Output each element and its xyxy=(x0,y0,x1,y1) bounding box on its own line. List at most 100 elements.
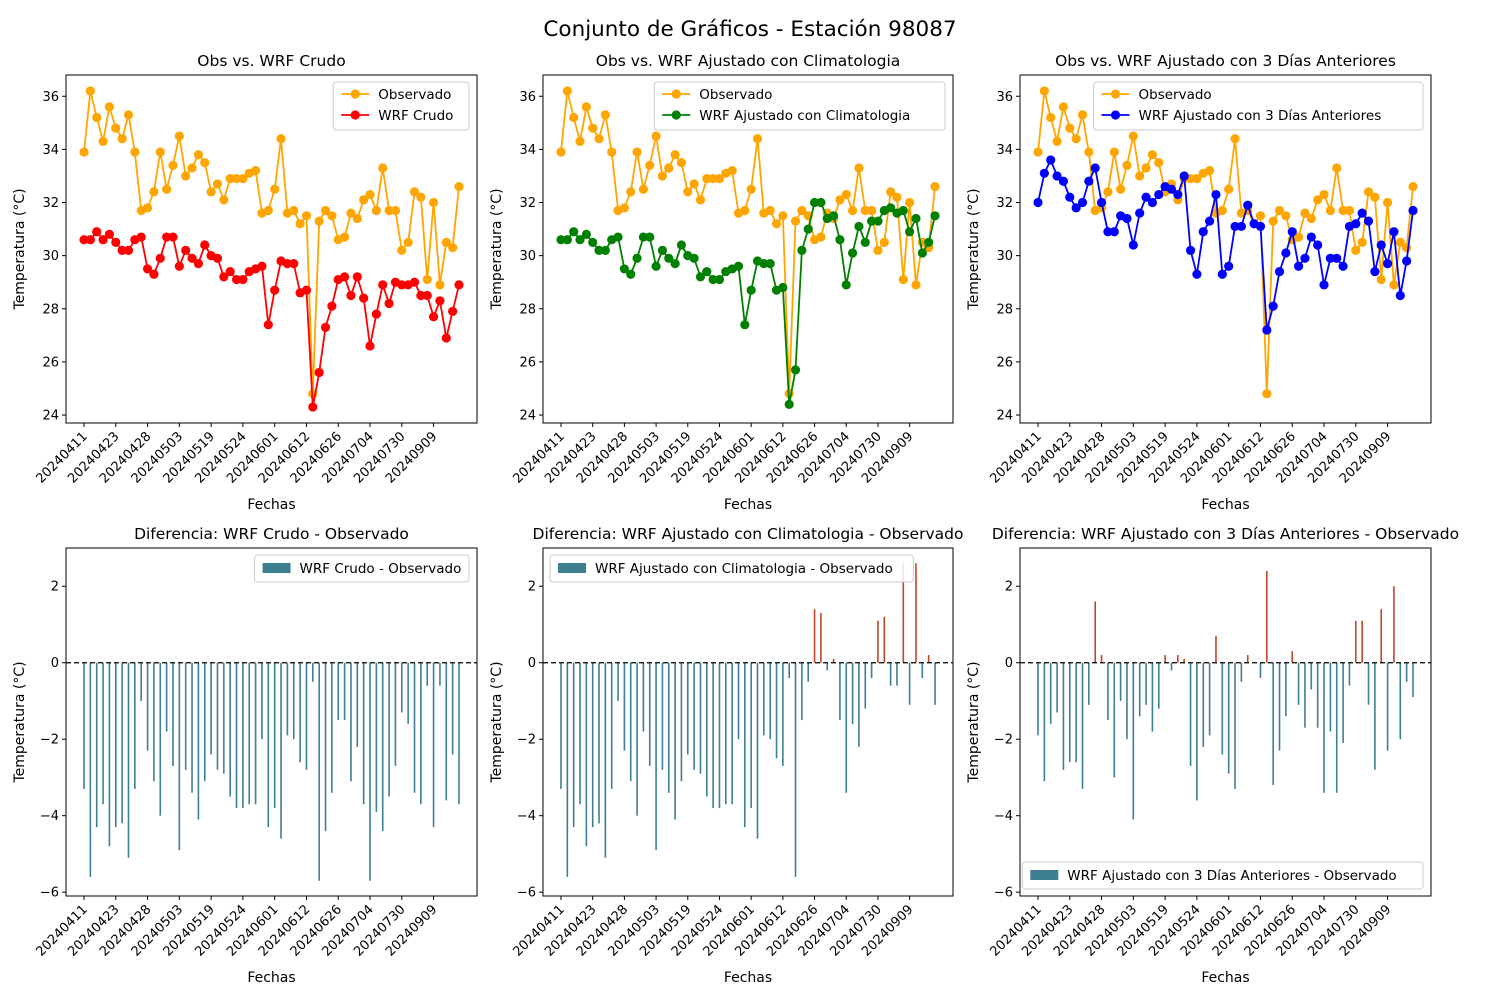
data-point xyxy=(435,296,445,306)
series-line-1 xyxy=(83,90,460,394)
data-point xyxy=(1281,248,1291,258)
bar xyxy=(248,662,251,805)
data-point xyxy=(1128,240,1138,250)
data-point xyxy=(1300,253,1310,263)
bar xyxy=(210,662,212,755)
x-axis-label: Fechas xyxy=(247,497,295,513)
bar xyxy=(1157,662,1160,709)
bar xyxy=(851,662,854,724)
bar xyxy=(718,662,721,809)
data-point xyxy=(359,293,369,303)
data-point xyxy=(594,134,604,144)
data-point xyxy=(613,232,623,242)
data-point xyxy=(917,248,927,258)
bar xyxy=(667,662,670,793)
chart-title: Diferencia: WRF Crudo - Observado xyxy=(134,525,409,543)
data-point xyxy=(1230,221,1240,232)
data-point xyxy=(219,272,229,282)
y-tick-label: 28 xyxy=(42,302,59,317)
data-point xyxy=(828,211,839,221)
bar xyxy=(1183,658,1185,663)
bar xyxy=(617,662,619,701)
data-point xyxy=(187,163,197,173)
data-point xyxy=(416,290,426,301)
data-point xyxy=(85,86,95,96)
y-tick-label: −6 xyxy=(517,886,536,901)
bar xyxy=(648,662,651,766)
bar xyxy=(1259,662,1262,679)
bar xyxy=(845,662,848,793)
bar xyxy=(1335,662,1338,793)
bar xyxy=(788,662,791,679)
data-point xyxy=(1154,189,1164,200)
data-point xyxy=(289,259,299,269)
data-point xyxy=(104,229,115,239)
data-point xyxy=(142,203,153,213)
data-point xyxy=(1230,134,1240,144)
y-tick-label: 36 xyxy=(42,90,59,105)
data-point xyxy=(847,248,858,258)
legend-swatch xyxy=(262,563,291,573)
bar xyxy=(572,662,575,828)
bar xyxy=(858,662,860,747)
bar xyxy=(1177,655,1179,663)
bar xyxy=(1119,662,1122,701)
data-point xyxy=(638,232,649,242)
bar xyxy=(223,662,225,774)
y-tick-label: 2 xyxy=(1005,580,1013,595)
data-point xyxy=(428,312,439,322)
data-point xyxy=(676,158,687,168)
bar xyxy=(636,662,638,816)
data-point xyxy=(149,187,159,197)
bar xyxy=(420,662,422,805)
bar xyxy=(1227,662,1230,774)
data-point xyxy=(225,174,235,184)
data-point xyxy=(136,232,146,242)
data-point xyxy=(562,86,572,96)
data-point xyxy=(860,237,870,247)
bar xyxy=(108,662,111,847)
axes-frame xyxy=(542,74,954,424)
y-tick-label: 34 xyxy=(519,143,536,158)
data-point xyxy=(1065,192,1075,202)
bar xyxy=(312,662,314,682)
bar xyxy=(1049,662,1052,724)
data-point xyxy=(1255,211,1266,221)
data-point xyxy=(162,184,172,194)
bar xyxy=(83,662,85,789)
data-point xyxy=(231,174,242,184)
data-point xyxy=(1096,197,1107,208)
chart-title: Diferencia: WRF Ajustado con 3 Días Ante… xyxy=(992,525,1459,543)
data-point xyxy=(1077,197,1088,208)
bar xyxy=(102,662,104,805)
data-point xyxy=(1179,171,1189,181)
data-point xyxy=(1205,216,1215,226)
data-point xyxy=(346,208,356,218)
data-point xyxy=(1173,189,1183,200)
bar xyxy=(725,662,727,805)
data-point xyxy=(1389,280,1399,290)
data-point xyxy=(365,341,375,351)
data-point xyxy=(1363,187,1374,197)
data-point xyxy=(816,232,826,242)
data-point xyxy=(149,269,159,279)
bar xyxy=(813,609,816,663)
data-point xyxy=(359,195,369,205)
data-point xyxy=(1370,192,1380,202)
data-point xyxy=(1147,197,1158,208)
y-axis-label: Temperatura (°C) xyxy=(489,661,505,783)
series-line-1 xyxy=(560,90,936,394)
data-point xyxy=(1313,195,1323,205)
data-point xyxy=(289,205,299,216)
bar xyxy=(642,662,645,732)
data-point xyxy=(441,237,451,247)
bar xyxy=(712,662,714,809)
bar xyxy=(216,662,219,770)
y-tick-label: 36 xyxy=(519,90,536,105)
data-point xyxy=(1382,259,1393,269)
bar xyxy=(229,662,231,797)
bar xyxy=(140,662,143,701)
data-point xyxy=(454,181,464,192)
data-point xyxy=(1039,168,1049,178)
data-point xyxy=(1109,227,1119,237)
